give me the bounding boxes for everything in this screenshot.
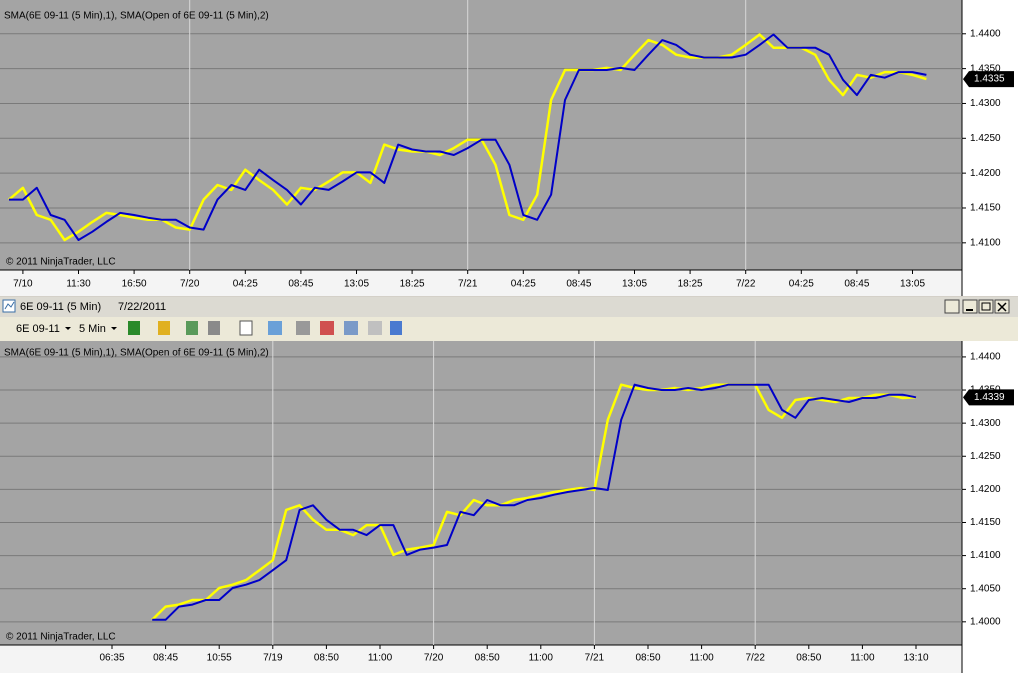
x-tick-label: 7/20 <box>424 653 444 664</box>
chart-title: SMA(6E 09-11 (5 Min),1), SMA(Open of 6E … <box>4 11 269 22</box>
price-marker-label: 1.4339 <box>974 392 1005 403</box>
link-button[interactable] <box>944 299 960 314</box>
x-tick-label: 18:25 <box>400 279 425 290</box>
chart-title: SMA(6E 09-11 (5 Min),1), SMA(Open of 6E … <box>4 348 269 359</box>
x-tick-label: 13:05 <box>344 279 369 290</box>
interval-select[interactable]: 5 Min <box>79 323 106 335</box>
x-tick-label: 11:00 <box>850 653 875 664</box>
x-tick-label: 08:45 <box>288 279 313 290</box>
x-tick-label: 04:25 <box>511 279 536 290</box>
x-tick-label: 08:50 <box>475 653 500 664</box>
y-tick-label: 1.4100 <box>970 237 1001 248</box>
chart: 1.4000 1.4050 1.4100 1.4150 1.4200 1.4250 1.43… <box>0 341 1018 673</box>
window-bar <box>0 297 1018 317</box>
y-tick-label: 1.4350 <box>970 63 1001 74</box>
x-tick-label: 11:30 <box>66 279 91 290</box>
x-tick-label: 08:45 <box>566 279 591 290</box>
window-icon <box>2 299 16 313</box>
price-line <box>152 383 917 621</box>
y-tick-label: 1.4150 <box>970 517 1001 528</box>
maximize-button[interactable] <box>978 299 994 314</box>
order-button[interactable] <box>390 321 402 335</box>
y-tick-label: 1.4000 <box>970 616 1001 627</box>
y-tick-label: 1.4150 <box>970 203 1001 214</box>
price-marker-label: 1.4335 <box>974 74 1005 85</box>
drawing-tool-button[interactable] <box>158 321 170 335</box>
y-axis-area <box>962 0 1018 296</box>
window-icon <box>4 301 15 310</box>
data-box-button[interactable] <box>296 321 310 335</box>
y-tick-label: 1.4200 <box>970 484 1001 495</box>
plot-area <box>0 341 962 645</box>
copyright: © 2011 NinjaTrader, LLC <box>6 632 116 643</box>
x-tick-label: 7/22 <box>745 653 765 664</box>
y-tick-label: 1.4250 <box>970 133 1001 144</box>
price-marker <box>963 71 1014 88</box>
y-tick-label: 1.4050 <box>970 583 1001 594</box>
x-axis-area <box>0 270 962 296</box>
x-tick-label: 7/20 <box>180 279 200 290</box>
x-axis-area <box>0 645 962 673</box>
y-tick-label: 1.4400 <box>970 352 1001 363</box>
x-tick-label: 08:50 <box>314 653 339 664</box>
x-tick-label: 7/21 <box>585 653 605 664</box>
chart-style-button[interactable] <box>128 321 140 335</box>
x-tick-label: 13:05 <box>900 279 925 290</box>
x-tick-label: 11:00 <box>368 653 393 664</box>
minimize-button[interactable] <box>962 299 978 314</box>
instrument-select[interactable]: 6E 09-11 <box>16 323 60 335</box>
zoom-in-button[interactable] <box>186 321 198 335</box>
x-tick-label: 04:25 <box>789 279 814 290</box>
x-tick-label: 7/21 <box>458 279 478 290</box>
cursor-button[interactable] <box>239 320 253 336</box>
strategies-button[interactable] <box>344 321 358 335</box>
x-tick-label: 08:50 <box>796 653 821 664</box>
maximize-glyph <box>981 302 991 311</box>
x-tick-label: 08:45 <box>844 279 869 290</box>
price-line <box>151 383 917 621</box>
price-line <box>9 33 927 241</box>
x-tick-label: 13:05 <box>622 279 647 290</box>
y-tick-label: 1.4300 <box>970 418 1001 429</box>
window-title: 6E 09-11 (5 Min) <box>20 301 101 313</box>
x-tick-label: 11:00 <box>689 653 714 664</box>
x-tick-label: 16:50 <box>122 279 147 290</box>
properties-button[interactable] <box>368 321 382 335</box>
window-date: 7/22/2011 <box>118 301 166 313</box>
y-tick-label: 1.4400 <box>970 28 1001 39</box>
x-tick-label: 7/22 <box>736 279 756 290</box>
y-tick-label: 1.4200 <box>970 168 1001 179</box>
y-tick-label: 1.4300 <box>970 98 1001 109</box>
x-tick-label: 13:10 <box>903 653 928 664</box>
plot-area <box>0 0 962 270</box>
x-tick-label: 08:45 <box>153 653 178 664</box>
x-tick-label: 08:50 <box>635 653 660 664</box>
chart: 1.4100 1.4150 1.4200 1.4250 1.4300 1.4350 1.44… <box>0 0 1018 296</box>
toolbar <box>0 317 1018 341</box>
x-tick-label: 06:35 <box>99 653 124 664</box>
x-tick-label: 11:00 <box>529 653 554 664</box>
x-tick-label: 18:25 <box>678 279 703 290</box>
copyright: © 2011 NinjaTrader, LLC <box>6 257 116 268</box>
x-tick-label: 10:55 <box>207 653 232 664</box>
y-tick-label: 1.4250 <box>970 451 1001 462</box>
x-tick-label: 7/19 <box>263 653 283 664</box>
price-marker <box>963 389 1014 406</box>
x-tick-label: 04:25 <box>233 279 258 290</box>
indicators-button[interactable] <box>320 321 334 335</box>
x-tick-label: 7/10 <box>13 279 33 290</box>
dropdown-arrow[interactable] <box>111 327 117 330</box>
snapshot-button[interactable] <box>268 321 282 335</box>
close-glyph <box>997 302 1007 312</box>
zoom-out-button[interactable] <box>208 321 220 335</box>
dropdown-arrow[interactable] <box>65 327 71 330</box>
y-tick-label: 1.4100 <box>970 550 1001 561</box>
